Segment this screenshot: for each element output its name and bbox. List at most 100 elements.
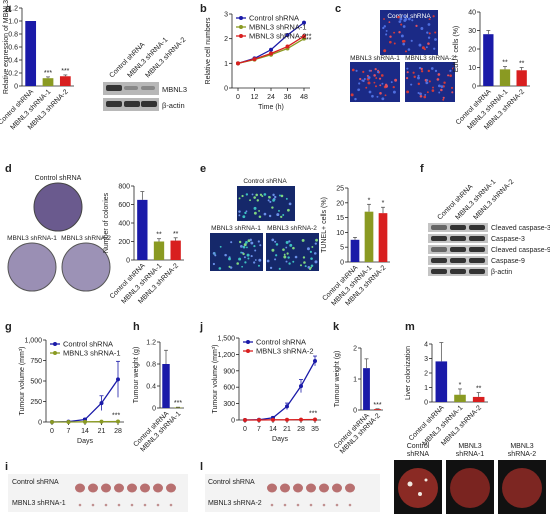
y-tick-label: 0 <box>340 260 344 267</box>
panel-label-c: c <box>335 3 341 15</box>
cell-speck <box>406 71 409 74</box>
cell-speck <box>392 90 396 94</box>
tumour-small <box>78 503 82 507</box>
x-tick-label: 0 <box>50 428 54 435</box>
cell-speck <box>381 97 385 101</box>
cell-speck <box>383 25 387 28</box>
blot-a-band <box>124 86 138 90</box>
cell-speck <box>286 252 289 255</box>
data-point <box>285 32 290 37</box>
cell-speck <box>301 238 305 242</box>
cell-speck <box>241 194 244 198</box>
legend-marker <box>246 340 250 344</box>
cell-speck <box>267 199 270 202</box>
y-tick-label: 0 <box>152 406 156 413</box>
cell-speck <box>278 267 281 270</box>
cell-speck <box>415 24 418 28</box>
y-tick-label: 1.0 <box>8 19 18 26</box>
blot-f-band <box>431 236 447 241</box>
image-e-sh1 <box>210 233 263 271</box>
legend-marker <box>53 342 57 346</box>
y-tick-label: 2 <box>353 346 357 353</box>
cell-speck <box>355 69 358 72</box>
tumour <box>140 483 150 493</box>
cell-speck <box>259 193 263 196</box>
cell-speck <box>258 215 262 219</box>
y-tick-label: 0 <box>38 420 42 427</box>
cell-speck <box>259 244 262 247</box>
blot-a-band <box>124 101 140 107</box>
cell-speck <box>437 73 441 76</box>
blot-f-band <box>469 258 485 263</box>
y-axis-label: EdU+ cells (%) <box>453 26 460 72</box>
y-tick-label: 0.8 <box>146 362 156 369</box>
x-tick-label: 28 <box>114 428 122 435</box>
cell-speck <box>268 195 271 199</box>
cell-speck <box>385 29 388 32</box>
blot-a: Control shRNA MBNL3 shRNA-1 MBNL3 shRNA-… <box>103 36 187 111</box>
y-tick-label: 400 <box>118 221 130 228</box>
cell-speck <box>269 266 273 270</box>
blot-a-band <box>141 86 155 90</box>
cell-speck <box>393 42 396 45</box>
y-tick-label: 1,200 <box>217 352 235 359</box>
data-point <box>271 417 275 422</box>
cell-speck <box>373 81 376 84</box>
y-tick-label: 600 <box>223 385 235 392</box>
cell-speck <box>250 255 253 258</box>
cell-speck <box>378 77 382 80</box>
series-line <box>244 360 316 421</box>
cell-speck <box>212 252 216 255</box>
cell-speck <box>236 262 239 265</box>
tumour <box>267 483 277 493</box>
blot-f-band <box>469 236 485 241</box>
data-point <box>50 420 54 424</box>
tumour <box>114 483 124 493</box>
tumour-small <box>130 503 134 507</box>
y-tick-label: 0 <box>424 400 428 407</box>
bar <box>170 240 181 260</box>
tumour <box>319 483 329 493</box>
cell-speck <box>434 69 438 73</box>
cell-speck <box>285 241 289 244</box>
blot-f-label: Cleaved caspase-3 <box>491 225 550 232</box>
image-e-speckles <box>212 193 319 270</box>
cell-speck <box>258 210 260 212</box>
significance-label: * <box>382 200 385 207</box>
cell-speck <box>214 254 217 257</box>
legend-label: MBNL3 shRNA-2 <box>256 347 314 356</box>
cell-speck <box>254 249 257 252</box>
cell-speck <box>294 255 298 259</box>
cell-speck <box>431 89 435 92</box>
cell-speck <box>238 257 242 261</box>
cell-speck <box>361 79 364 82</box>
data-point <box>99 419 104 424</box>
tumour-small <box>348 503 352 507</box>
cell-speck <box>367 81 371 85</box>
liver-label-sh1-1: MBNL3 <box>458 443 481 450</box>
cell-speck <box>433 47 436 50</box>
cell-speck <box>246 253 250 257</box>
cell-speck <box>411 19 414 22</box>
blot-f-label: Cleaved caspase-9 <box>491 247 550 254</box>
cell-speck <box>399 17 403 21</box>
tumour-small <box>283 503 287 507</box>
cell-speck <box>383 49 387 53</box>
tumour <box>332 483 342 493</box>
bar <box>59 76 71 86</box>
cell-speck <box>449 74 452 78</box>
images-d: Control shRNA MBNL3 shRNA-1 MBNL3 shRNA-… <box>7 175 111 292</box>
cell-speck <box>285 246 288 249</box>
image-c-label-sh1: MBNL3 shRNA-1 <box>350 55 400 62</box>
cell-speck <box>249 199 251 202</box>
data-point <box>66 420 71 424</box>
cell-speck <box>406 67 409 70</box>
blot-f-band <box>431 258 447 263</box>
blot-f-label: Caspase-3 <box>491 236 525 243</box>
data-point <box>236 61 240 66</box>
cell-speck <box>351 68 355 72</box>
cell-speck <box>251 193 254 196</box>
liver-nodule <box>418 492 422 496</box>
cell-speck <box>280 194 284 198</box>
